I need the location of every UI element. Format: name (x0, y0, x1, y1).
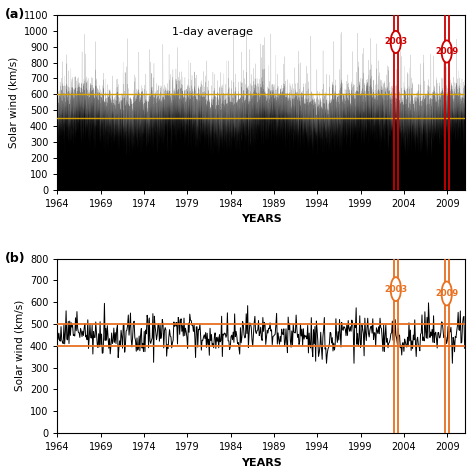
Text: 2009: 2009 (435, 289, 458, 298)
X-axis label: YEARS: YEARS (241, 457, 281, 467)
X-axis label: YEARS: YEARS (241, 214, 281, 224)
Text: 2003: 2003 (384, 38, 407, 47)
Y-axis label: Solar wind (km/s): Solar wind (km/s) (14, 300, 24, 391)
Text: 2003: 2003 (384, 285, 407, 294)
Text: (a): (a) (4, 8, 25, 21)
Y-axis label: Solar wind (km/s): Solar wind (km/s) (9, 57, 18, 148)
Ellipse shape (391, 31, 401, 53)
Text: (b): (b) (4, 252, 25, 265)
Ellipse shape (441, 281, 452, 306)
Ellipse shape (441, 40, 452, 63)
Text: 2009: 2009 (435, 47, 458, 56)
Ellipse shape (391, 277, 401, 301)
Text: 1-day average: 1-day average (172, 27, 253, 37)
